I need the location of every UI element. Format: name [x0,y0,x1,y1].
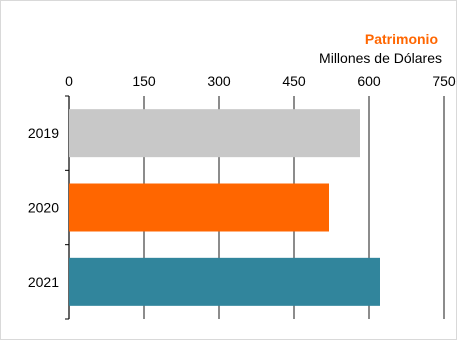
x-tick-label: 150 [132,73,156,89]
x-tick-label: 300 [207,73,231,89]
category-label: 2020 [28,200,59,216]
x-tick-label: 750 [432,73,456,89]
bars [69,109,380,306]
bar-2021 [69,257,380,306]
chart-title: Patrimonio [365,31,438,47]
chart-subtitle: Millones de Dólares [319,50,442,66]
x-tick-label: 450 [282,73,306,89]
category-label: 2019 [28,125,59,141]
x-tick-label: 600 [357,73,381,89]
bar-2019 [69,109,360,158]
x-axis-ticks: 0 150 300 450 600 750 [65,73,456,89]
bar-2020 [69,183,329,232]
x-tick-label: 0 [65,73,73,89]
y-axis-categories: 2019 2020 2021 [28,125,59,290]
category-label: 2021 [28,274,59,290]
